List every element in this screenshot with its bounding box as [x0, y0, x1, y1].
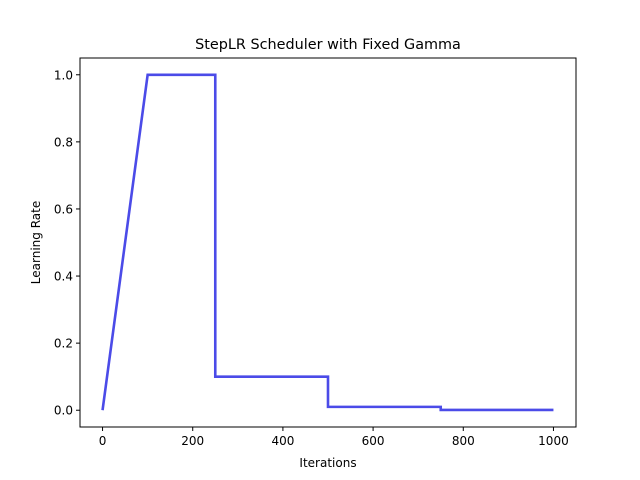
- x-tick-label: 600: [362, 434, 385, 448]
- x-axis-label: Iterations: [299, 456, 356, 470]
- y-tick-label: 0.8: [54, 135, 73, 149]
- x-tick-label: 1000: [538, 434, 569, 448]
- y-tick-label: 0.4: [54, 270, 73, 284]
- y-tick-label: 0.0: [54, 404, 73, 418]
- y-tick-label: 0.2: [54, 337, 73, 351]
- y-axis: 0.0 0.2 0.4 0.6 0.8 1.0: [54, 68, 80, 418]
- y-axis-label: Learning Rate: [29, 201, 43, 284]
- x-tick-label: 200: [181, 434, 204, 448]
- series-line: [101, 73, 554, 412]
- x-tick-label: 0: [99, 434, 107, 448]
- x-axis: 0 200 400 600 800 1000: [99, 427, 569, 448]
- chart-title: StepLR Scheduler with Fixed Gamma: [195, 37, 461, 53]
- x-tick-label: 800: [452, 434, 475, 448]
- series-group: [101, 73, 554, 412]
- plot-frame: [79, 57, 577, 428]
- y-tick-label: 1.0: [54, 68, 73, 82]
- x-tick-label: 400: [271, 434, 294, 448]
- y-tick-label: 0.6: [54, 202, 73, 216]
